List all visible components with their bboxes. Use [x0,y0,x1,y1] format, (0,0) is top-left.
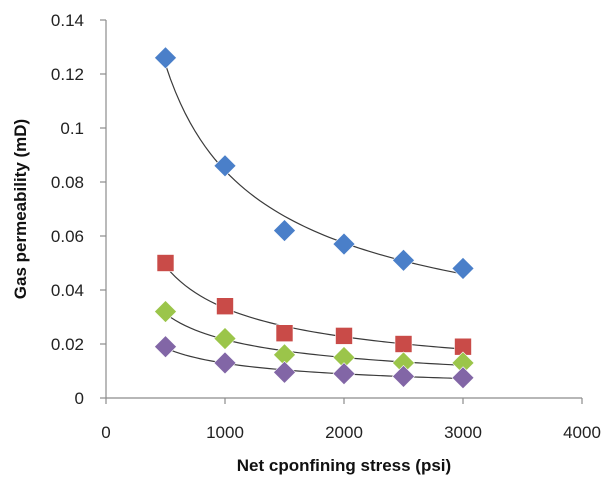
x-tick-label: 0 [101,423,110,442]
data-point-series-2 [156,254,175,272]
x-tick-label: 1000 [206,423,244,442]
data-point-series-2 [335,327,353,345]
data-point-series-4 [213,351,237,375]
data-point-series-1 [392,248,415,272]
trendline-series-1 [164,64,464,275]
x-tick-label: 4000 [563,423,601,442]
x-ticks: 0 1000 2000 3000 4000 [101,398,601,442]
trendlines [164,64,464,380]
data-point-series-1 [451,256,475,280]
data-points [154,46,475,390]
x-axis-title: Net cponfining stress (psi) [237,456,451,475]
data-point-series-4 [332,362,356,386]
y-tick-label: 0.08 [51,173,84,192]
x-tick-label: 2000 [325,423,363,442]
data-point-series-4 [273,360,296,384]
y-ticks: 0 0.02 0.04 0.06 0.08 0.1 0.12 0.14 [51,11,106,408]
y-tick-label: 0.12 [51,65,84,84]
data-point-series-1 [273,219,296,243]
y-tick-label: 0 [75,389,84,408]
y-tick-label: 0.1 [60,119,84,138]
data-point-series-1 [332,232,356,256]
data-point-series-4 [451,366,475,390]
data-point-series-4 [154,335,177,359]
trendline-series-3 [165,313,464,366]
data-point-series-3 [213,327,237,351]
data-point-series-4 [392,364,415,388]
y-tick-label: 0.14 [51,11,84,30]
x-tick-label: 3000 [444,423,482,442]
y-axis-title: Gas permeability (mD) [11,119,30,299]
data-point-series-2 [216,297,234,316]
data-point-series-1 [154,46,177,70]
y-tick-label: 0.02 [51,335,84,354]
y-tick-label: 0.04 [51,281,84,300]
y-tick-label: 0.06 [51,227,84,246]
data-point-series-2 [275,324,294,343]
data-point-series-1 [213,154,237,178]
data-point-series-3 [154,300,177,324]
trendline-series-2 [165,265,464,350]
data-point-series-2 [394,335,413,353]
